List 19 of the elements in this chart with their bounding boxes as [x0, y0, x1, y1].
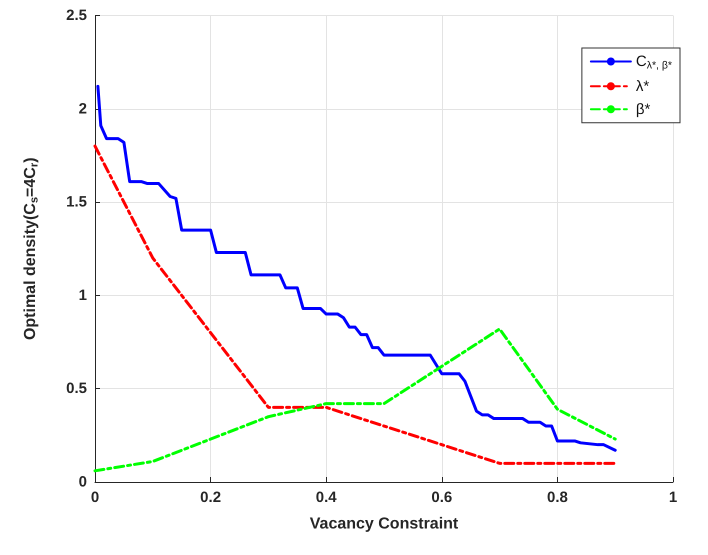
y-tick-label: 2 [78, 100, 87, 118]
x-tick-label: 0.8 [546, 489, 568, 506]
y-tick-label: 1.5 [66, 194, 87, 211]
legend-label: λ* [636, 78, 650, 95]
y-axis-title: Optimal density(Cs=4Cr) [22, 157, 40, 340]
x-tick-label: 0.2 [200, 489, 222, 506]
x-tick-label: 1 [668, 489, 678, 506]
x-tick-label: 0.4 [316, 489, 338, 506]
y-tick-label: 1 [78, 286, 87, 304]
line-series [94, 327, 617, 472]
legend-label: β* [636, 100, 650, 118]
line-series [96, 84, 617, 452]
x-axis-title: Vacancy Constraint [310, 516, 459, 532]
x-tick-label: 0.6 [431, 489, 452, 506]
line-series [94, 144, 617, 465]
y-tick-label: 0 [78, 474, 87, 490]
y-tick-label: 2.5 [66, 7, 87, 24]
x-tick-label: 0 [90, 489, 100, 506]
y-tick-label: 0.5 [66, 380, 87, 398]
